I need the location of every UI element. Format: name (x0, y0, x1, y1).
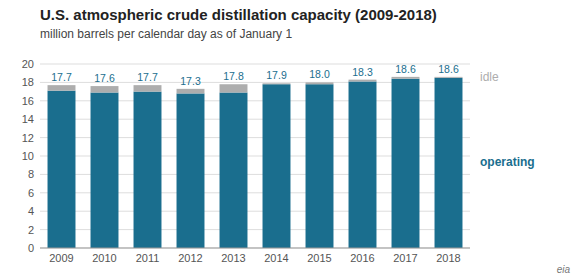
x-tick-label: 2009 (49, 252, 73, 264)
x-tick-label: 2018 (436, 252, 460, 264)
chart-svg: U.S. atmospheric crude distillation capa… (0, 0, 580, 278)
total-label: 17.8 (223, 70, 244, 82)
bar-segment (435, 78, 463, 248)
total-label: 18.0 (309, 68, 330, 80)
bar-segment (91, 93, 119, 248)
y-tick-label: 0 (28, 242, 34, 254)
y-tick-label: 2 (28, 224, 34, 236)
y-tick-label: 4 (28, 205, 34, 217)
x-tick-label: 2016 (350, 252, 374, 264)
y-tick-label: 8 (28, 168, 34, 180)
total-label: 17.7 (51, 71, 72, 83)
x-tick-label: 2012 (178, 252, 202, 264)
subtitle: million barrels per calendar day as of J… (40, 27, 292, 41)
x-tick-label: 2014 (264, 252, 288, 264)
bars (48, 77, 463, 248)
y-tick-label: 14 (22, 113, 34, 125)
bar-segment (349, 81, 377, 248)
series-labels: operating idle (480, 70, 535, 170)
x-tick-label: 2017 (393, 252, 417, 264)
x-tick-label: 2015 (307, 252, 331, 264)
y-tick-label: 6 (28, 187, 34, 199)
y-tick-label: 16 (22, 95, 34, 107)
bar-segment (263, 83, 291, 85)
bar-segment (134, 92, 162, 248)
total-label: 17.7 (137, 71, 158, 83)
bar-segment (392, 77, 420, 79)
grid (40, 64, 470, 248)
bar-segment (134, 85, 162, 91)
bar-segment (177, 89, 205, 94)
total-label: 18.6 (395, 63, 416, 75)
bar-segment (349, 80, 377, 82)
annotation: eia (557, 264, 571, 275)
bar-segment (91, 86, 119, 92)
y-tick-label: 10 (22, 150, 34, 162)
x-axis-line (40, 248, 470, 249)
series-label: idle (480, 70, 499, 84)
x-tick-label: 2011 (136, 252, 160, 264)
bar-segment (263, 84, 291, 248)
total-labels: 17.7 17.6 17.7 17.3 17.8 17.9 18.0 18.3 18.6 18.6 (51, 63, 459, 87)
bar-segment (48, 85, 76, 91)
total-label: 17.9 (266, 69, 287, 81)
bar-segment (48, 91, 76, 248)
series-label: operating (480, 155, 535, 169)
x-tick-label: 2013 (221, 252, 245, 264)
total-label: 17.6 (94, 72, 115, 84)
bar-segment (306, 84, 334, 248)
y-tick-label: 20 (22, 58, 34, 70)
total-label: 18.6 (438, 63, 459, 75)
bar-segment (392, 79, 420, 248)
bar-segment (306, 82, 334, 84)
title: U.S. atmospheric crude distillation capa… (40, 6, 437, 23)
x-tick-label: 2010 (92, 252, 116, 264)
grid-line (40, 248, 470, 249)
chart-container: U.S. atmospheric crude distillation capa… (0, 0, 580, 278)
bar-segment (220, 93, 248, 248)
bar-segment (220, 84, 248, 92)
bar-segment (435, 76, 463, 78)
x-axis: 2009 2010 2011 2012 2013 2014 2015 2016 2017 2018 (40, 248, 470, 264)
bar-segment (177, 93, 205, 248)
y-tick-label: 12 (22, 132, 34, 144)
y-axis: 0 2 4 6 8 10 12 14 16 18 20 (22, 58, 34, 254)
y-tick-label: 18 (22, 76, 34, 88)
total-label: 18.3 (352, 66, 373, 78)
total-label: 17.3 (180, 75, 201, 87)
